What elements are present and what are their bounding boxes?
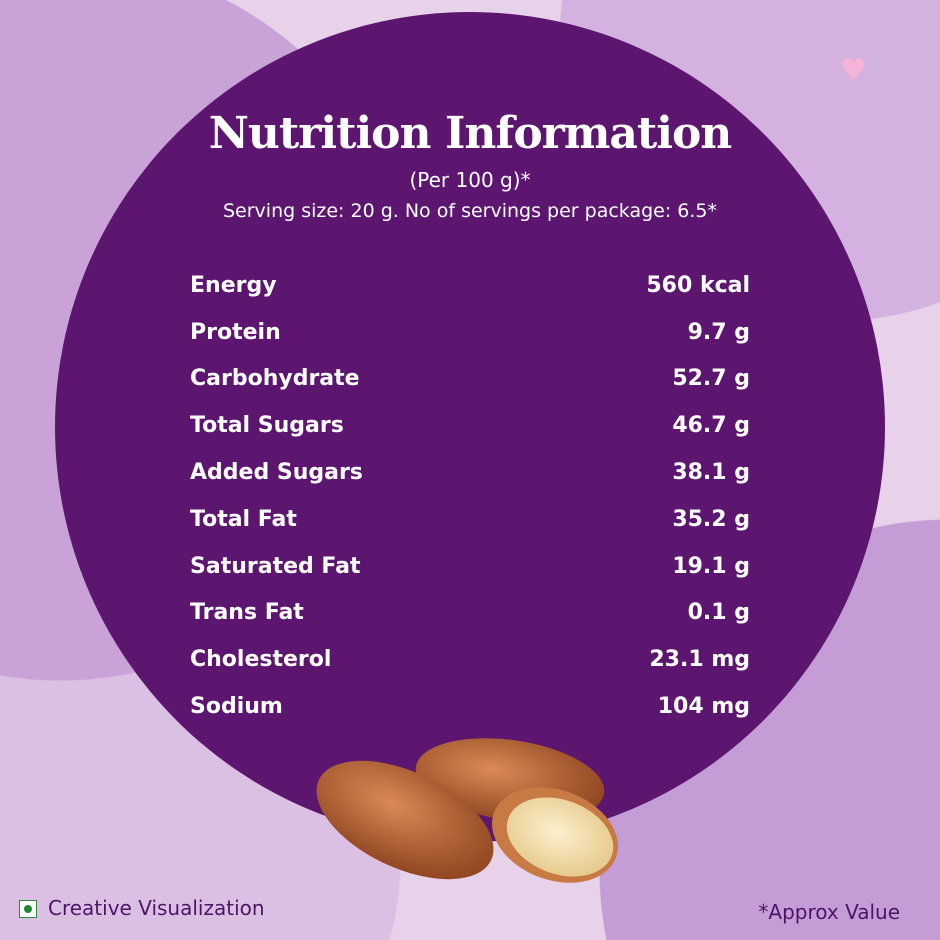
nutrient-value: 23.1 mg [649,647,750,673]
per-quantity: (Per 100 g)* [409,168,531,192]
nutrient-name: Trans Fat [190,600,304,626]
nutrient-name: Protein [190,319,281,345]
approx-value-note: *Approx Value [758,900,900,924]
nutrition-panel [55,12,885,842]
page-title: Nutrition Information [208,108,733,159]
nutrient-row: Trans Fat 0.1 g [190,590,750,637]
nutrient-value: 104 mg [657,694,750,720]
nutrient-name: Energy [190,272,277,298]
nutrient-name: Sodium [190,694,283,720]
nutrient-value: 19.1 g [672,553,750,579]
nutrient-value: 52.7 g [672,366,750,392]
nutrient-value: 0.1 g [687,600,750,626]
serving-info: Serving size: 20 g. No of servings per p… [222,200,718,222]
nutrient-row: Protein 9.7 g [190,309,750,356]
nutrient-row: Saturated Fat 19.1 g [190,543,750,590]
nutrient-row: Energy 560 kcal [190,262,750,309]
nutrient-row: Total Sugars 46.7 g [190,402,750,449]
nutrient-row: Sodium 104 mg [190,683,750,730]
veg-symbol-icon [19,900,37,918]
nutrient-value: 35.2 g [672,506,750,532]
nutrient-row: Cholesterol 23.1 mg [190,636,750,683]
nutrient-name: Total Sugars [190,413,344,439]
almonds-image [316,738,618,883]
nutrient-value: 560 kcal [646,272,750,298]
nutrient-value: 38.1 g [672,460,750,486]
nutrient-name: Cholesterol [190,647,332,673]
nutrient-row: Carbohydrate 52.7 g [190,356,750,403]
nutrient-row: Total Fat 35.2 g [190,496,750,543]
nutrition-table: Energy 560 kcal Protein 9.7 g Carbohydrate 52… [190,262,750,730]
nutrient-name: Total Fat [190,506,297,532]
nutrient-value: 9.7 g [687,319,750,345]
nutrient-name: Carbohydrate [190,366,360,392]
creative-visualization-note: Creative Visualization [48,896,265,920]
nutrient-name: Saturated Fat [190,553,361,579]
nutrient-name: Added Sugars [190,460,363,486]
nutrient-row: Added Sugars 38.1 g [190,449,750,496]
heart-icon: ♥ [840,53,867,88]
nutrient-value: 46.7 g [672,413,750,439]
